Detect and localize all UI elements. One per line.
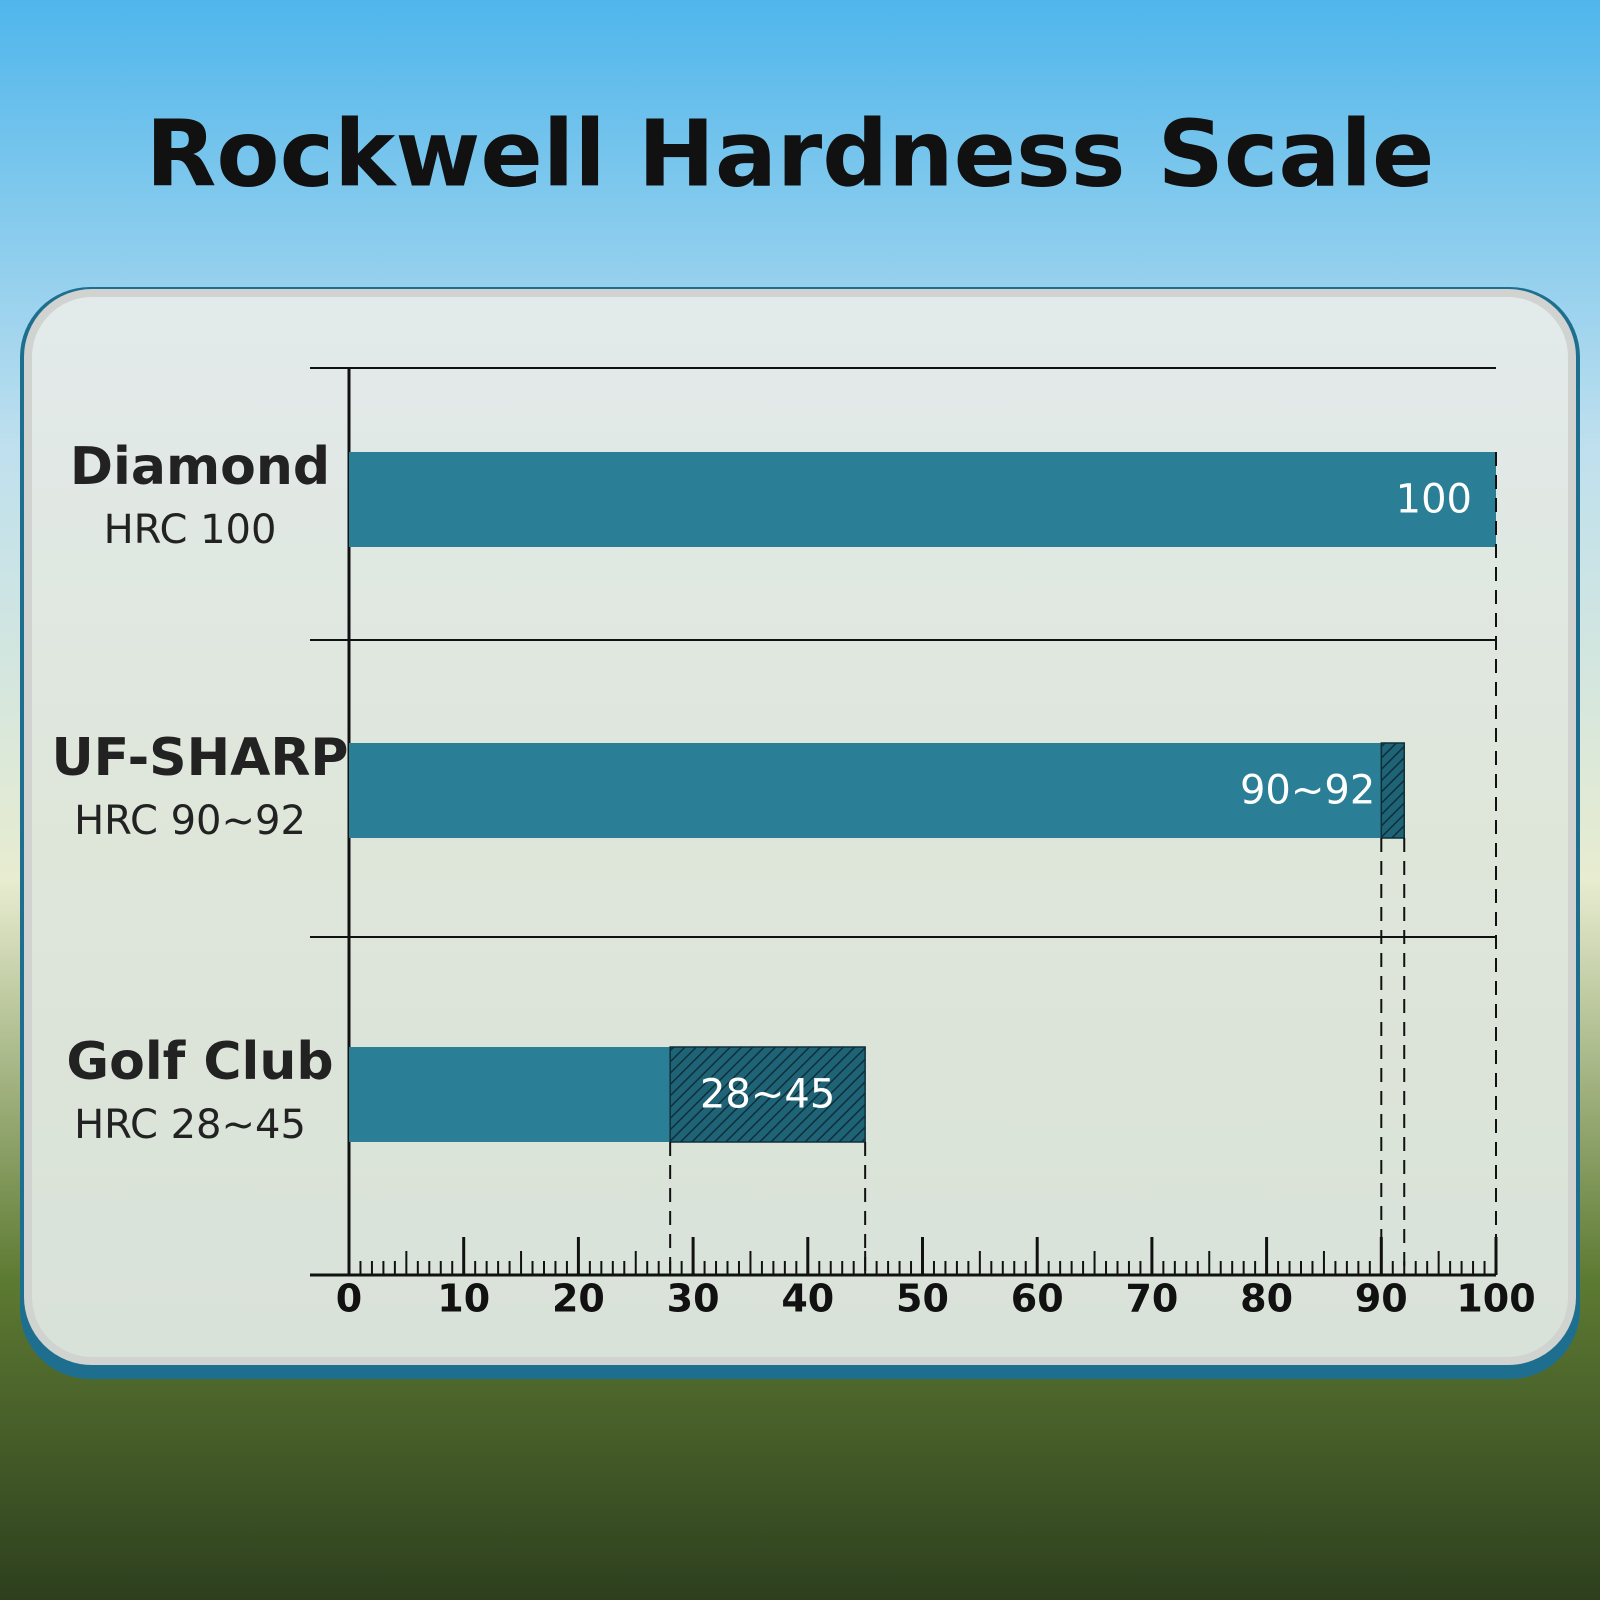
value-label: 100 — [1396, 477, 1472, 523]
chart-title: Rockwell Hardness Scale — [146, 100, 1435, 207]
x-tick-label: 50 — [896, 1277, 949, 1321]
category-label: Diamond — [70, 437, 330, 497]
x-tick-label: 30 — [667, 1277, 720, 1321]
x-tick-label: 40 — [781, 1277, 834, 1321]
value-label: 90~92 — [1240, 768, 1375, 814]
bar-range — [1380, 742, 1405, 839]
category-label: UF-SHARP — [51, 728, 348, 788]
x-tick-label: 20 — [552, 1277, 605, 1321]
category-sublabel: HRC 90~92 — [74, 798, 306, 844]
bar — [349, 743, 1382, 838]
x-tick-label: 70 — [1125, 1277, 1178, 1321]
category-sublabel: HRC 28~45 — [74, 1102, 306, 1148]
category-label: Golf Club — [66, 1032, 333, 1092]
x-tick-label: 80 — [1240, 1277, 1293, 1321]
x-tick-label: 10 — [437, 1277, 490, 1321]
x-tick-label: 0 — [336, 1277, 362, 1321]
category-sublabel: HRC 100 — [104, 507, 277, 553]
value-label: 28~45 — [700, 1072, 835, 1118]
x-tick-label: 60 — [1011, 1277, 1064, 1321]
bar — [349, 1047, 671, 1142]
x-tick-label: 90 — [1355, 1277, 1408, 1321]
bar — [349, 452, 1496, 547]
x-tick-label: 100 — [1456, 1277, 1535, 1321]
bar-range — [669, 1046, 866, 1143]
